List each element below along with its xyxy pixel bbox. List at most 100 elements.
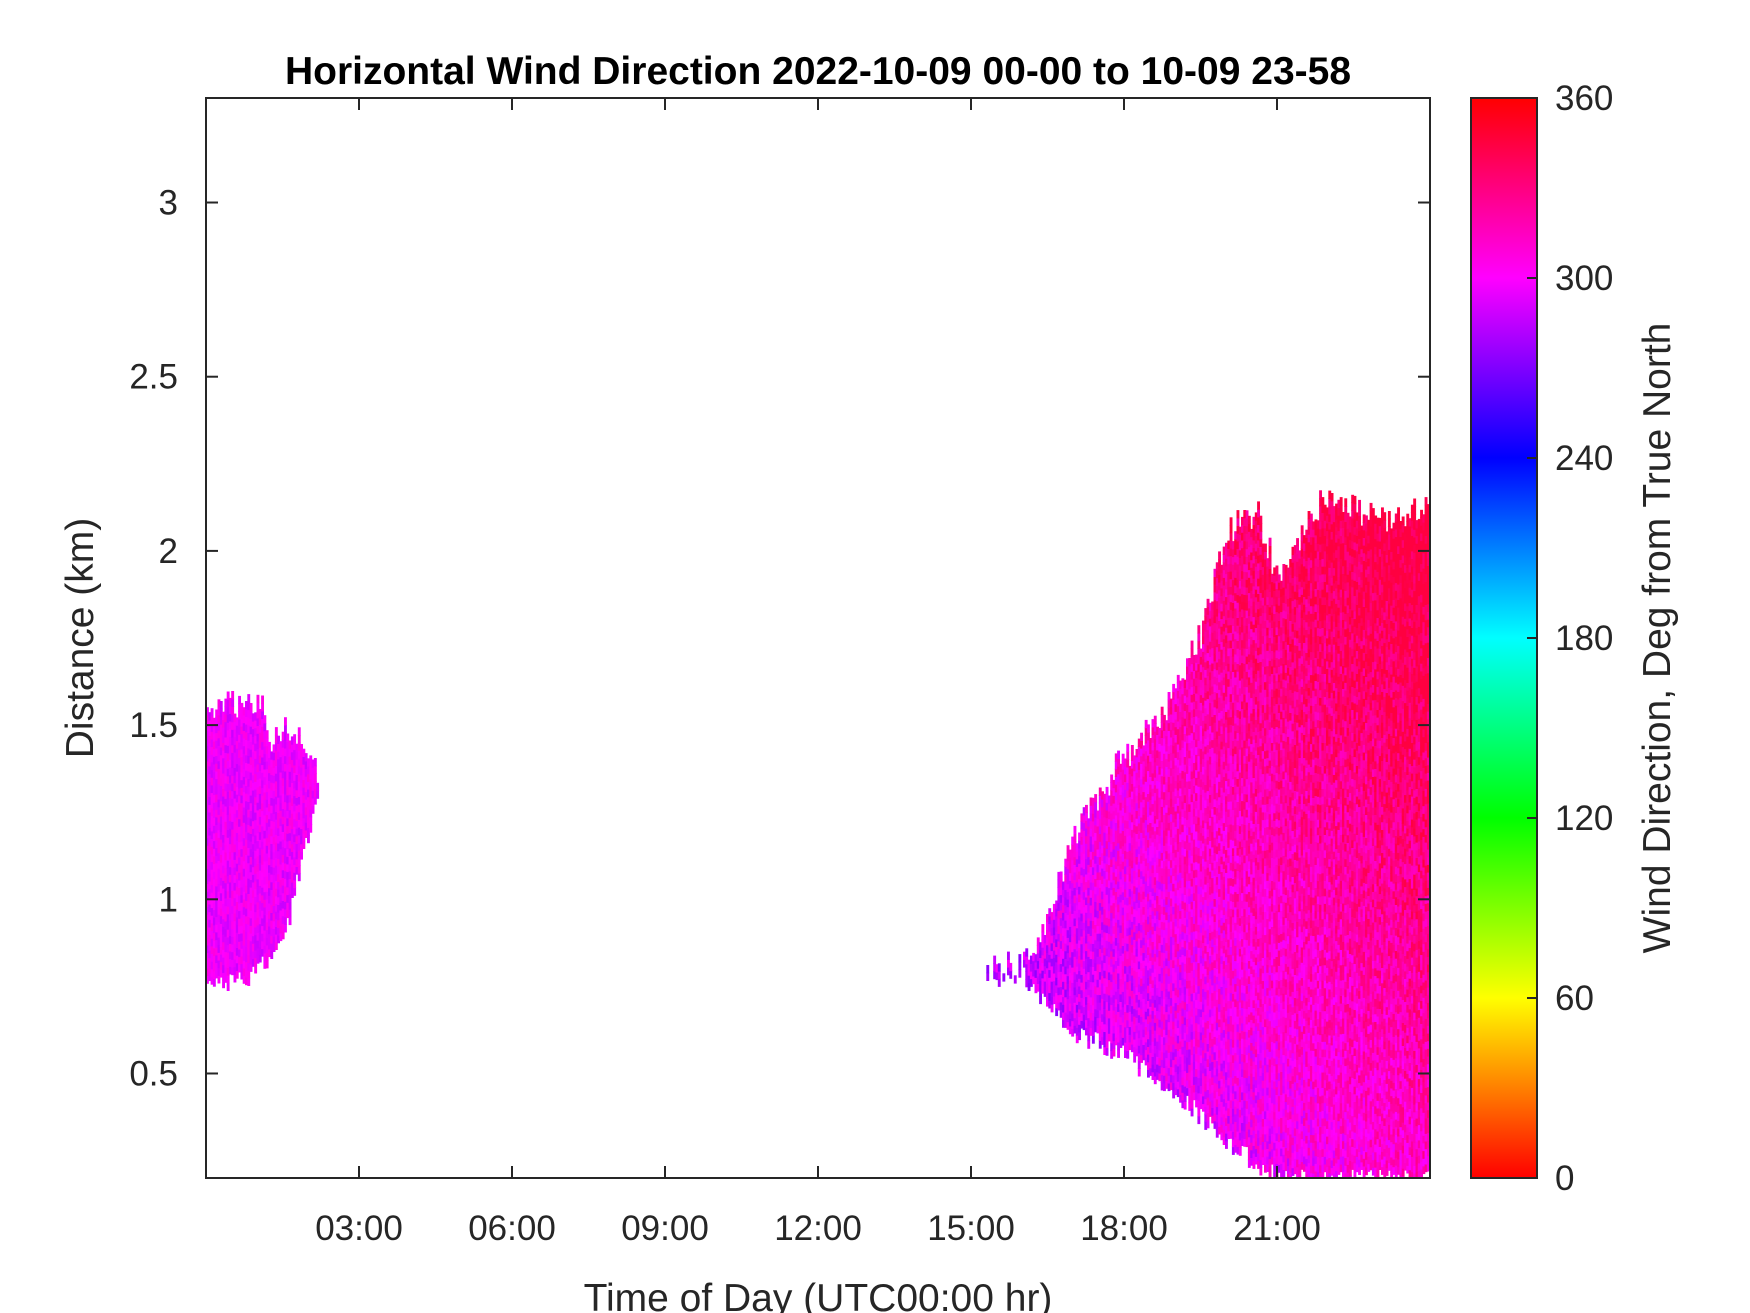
- heatmap-cell: [231, 737, 235, 746]
- heatmap-cell: [1147, 839, 1150, 848]
- heatmap-cell: [1222, 546, 1226, 555]
- heatmap-cell: [1172, 883, 1176, 892]
- heatmap-cell: [1218, 612, 1221, 621]
- heatmap-cell: [1172, 1021, 1176, 1030]
- heatmap-cell: [270, 935, 274, 944]
- heatmap-cell: [1202, 697, 1205, 706]
- heatmap-cell: [1197, 740, 1201, 749]
- heatmap-cell: [1225, 972, 1228, 981]
- heatmap-cell: [1112, 802, 1116, 812]
- heatmap-cell: [1202, 1057, 1205, 1066]
- heatmap-cell: [1156, 941, 1159, 950]
- heatmap-cell: [1176, 759, 1180, 768]
- heatmap-cell: [1110, 904, 1114, 914]
- heatmap-cell: [247, 931, 251, 940]
- heatmap-cell: [1213, 952, 1217, 961]
- heatmap-cell: [1144, 842, 1148, 851]
- heatmap-cell: [1057, 910, 1061, 919]
- heatmap-cell: [1130, 837, 1134, 846]
- heatmap-cell: [1206, 1058, 1210, 1067]
- heatmap-cell: [1119, 924, 1123, 933]
- heatmap-cell: [265, 868, 269, 877]
- heatmap-cell: [1089, 889, 1093, 898]
- heatmap-cell: [210, 922, 214, 932]
- heatmap-cell: [272, 851, 276, 860]
- heatmap-cell: [240, 710, 244, 719]
- heatmap-cell: [256, 717, 260, 727]
- heatmap-cell: [212, 947, 216, 957]
- heatmap-cell: [1202, 635, 1205, 645]
- heatmap-cell: [256, 779, 260, 788]
- heatmap-cell: [1103, 939, 1107, 948]
- heatmap-cell: [1130, 852, 1134, 861]
- heatmap-cell: [258, 846, 262, 856]
- heatmap-cell: [1167, 714, 1171, 724]
- heatmap-cell: [293, 887, 297, 896]
- heatmap-cell: [1142, 937, 1146, 946]
- heatmap-cell: [286, 771, 290, 781]
- heatmap-cell: [1186, 704, 1189, 713]
- heatmap-cell: [1041, 924, 1045, 933]
- heatmap-cell: [274, 941, 278, 950]
- heatmap-cell: [1101, 1021, 1104, 1030]
- heatmap-cell: [1188, 803, 1192, 812]
- heatmap-cell: [217, 967, 221, 976]
- heatmap-cell: [1181, 923, 1185, 932]
- heatmap-cell: [1211, 1023, 1215, 1032]
- heatmap-cell: [1222, 899, 1226, 908]
- heatmap-cell: [1176, 927, 1180, 937]
- heatmap-cell: [1163, 975, 1166, 984]
- heatmap-cell: [279, 932, 283, 942]
- heatmap-cell: [265, 952, 269, 961]
- heatmap-cell: [1204, 684, 1208, 693]
- heatmap-cell: [1066, 967, 1070, 977]
- heatmap-cell: [231, 706, 235, 715]
- heatmap-cell: [281, 823, 285, 832]
- heatmap-cell: [217, 799, 221, 808]
- heatmap-cell: [297, 827, 301, 836]
- heatmap-cell: [1133, 786, 1137, 795]
- heatmap-cell: [1142, 814, 1146, 823]
- heatmap-cell: [1169, 782, 1173, 792]
- heatmap-cell: [242, 822, 246, 831]
- heatmap-cell: [270, 828, 274, 837]
- heatmap-cell: [1186, 750, 1189, 759]
- heatmap-cell: [270, 889, 274, 898]
- heatmap-cell: [1066, 883, 1070, 892]
- heatmap-cell: [238, 879, 241, 889]
- heatmap-cell: [295, 782, 299, 791]
- heatmap-cell: [1165, 750, 1169, 760]
- heatmap-cell: [1078, 893, 1081, 903]
- heatmap-cell: [1229, 1107, 1233, 1116]
- heatmap-cell: [1160, 944, 1164, 953]
- heatmap-cell: [1064, 958, 1068, 967]
- heatmap-cell: [208, 842, 212, 851]
- heatmap-cell: [1114, 975, 1118, 984]
- heatmap-cell: [1227, 548, 1231, 557]
- heatmap-cell: [1229, 846, 1233, 856]
- heatmap-cell: [1227, 824, 1231, 833]
- heatmap-cell: [1229, 1084, 1233, 1093]
- heatmap-cell: [249, 795, 253, 804]
- heatmap-cell: [274, 849, 278, 858]
- heatmap-cell: [226, 929, 230, 938]
- heatmap-cell: [1169, 936, 1173, 945]
- heatmap-cell: [1126, 759, 1130, 768]
- heatmap-cell: [258, 793, 262, 802]
- heatmap-cell: [1179, 787, 1182, 797]
- heatmap-cell: [1119, 825, 1123, 834]
- heatmap-cell: [1165, 1072, 1169, 1082]
- heatmap-cell: [1208, 717, 1212, 727]
- heatmap-cell: [1220, 687, 1224, 696]
- heatmap-cell: [1119, 1039, 1123, 1048]
- heatmap-cell: [1192, 839, 1196, 848]
- heatmap-cell: [1119, 832, 1123, 842]
- heatmap-cell: [1078, 847, 1081, 857]
- heatmap-cell: [251, 920, 255, 929]
- heatmap-cell: [231, 936, 235, 945]
- heatmap-cell: [1119, 901, 1123, 910]
- heatmap-cell: [1130, 906, 1134, 915]
- heatmap-cell: [309, 755, 313, 764]
- heatmap-cell: [1215, 914, 1219, 924]
- heatmap-cell: [1117, 880, 1120, 890]
